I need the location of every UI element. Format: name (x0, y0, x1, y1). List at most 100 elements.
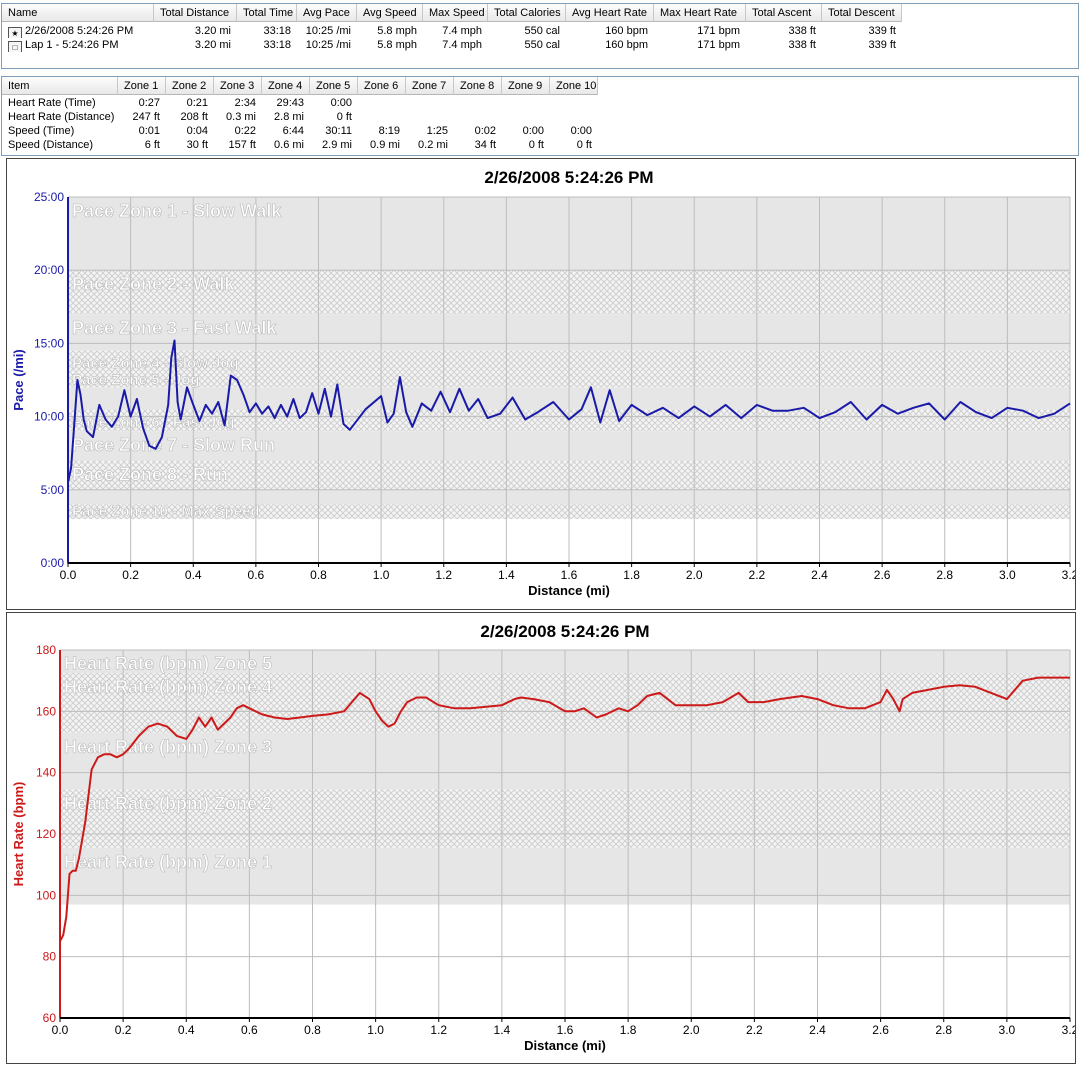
zones-cell-text: 0:00 (570, 125, 592, 137)
summary-col-header[interactable]: Total Ascent (746, 4, 822, 22)
x-tick-label: 1.8 (620, 1023, 637, 1037)
zones-col-header[interactable]: Zone 10 (550, 77, 598, 95)
summary-col-header[interactable]: Avg Heart Rate (566, 4, 654, 22)
zone-label: Heart Rate (bpm) Zone 4 (64, 677, 272, 697)
zones-col-header[interactable]: Zone 3 (214, 77, 262, 95)
zone-label: Pace Zone 7 - Slow Run (72, 435, 275, 455)
zones-row[interactable]: Heart Rate (Distance) 247 ft 208 ft 0.3 mi 2… (2, 110, 1078, 124)
y-tick-label: 0:00 (41, 556, 65, 570)
summary-cell: 550 cal (488, 38, 566, 52)
y-tick-label: 180 (36, 643, 56, 657)
y-tick-label: 20:00 (34, 263, 64, 277)
heart-rate-chart: 2/26/2008 5:24:26 PM 0.0 0.2 0.4 0.6 0.8 1.0 1.… (6, 612, 1076, 1064)
summary-cell: ★ 2/26/2008 5:24:26 PM (2, 24, 154, 38)
zones-cell: 0.9 mi (358, 138, 406, 152)
summary-cell-text: 338 ft (788, 25, 816, 37)
summary-cell-text: Lap 1 - 5:24:26 PM (25, 39, 119, 51)
x-tick-label: 2.4 (809, 1023, 826, 1037)
summary-cell: 3.20 mi (154, 38, 237, 52)
x-tick-label: 2.4 (811, 568, 828, 582)
summary-col-header[interactable]: Total Distance (154, 4, 237, 22)
zones-grid: Item Zone 1 Zone 2 Zone 3 Zone 4 Zone 5 Zone 6… (1, 76, 1079, 156)
zones-cell: 0 ft (550, 138, 598, 152)
y-tick-label: 120 (36, 827, 56, 841)
zone-label: Heart Rate (bpm) Zone 1 (64, 852, 272, 872)
x-tick-label: 3.0 (999, 568, 1016, 582)
summary-row[interactable]: □ Lap 1 - 5:24:26 PM 3.20 mi 33:18 10:25 /mi… (2, 38, 1078, 52)
summary-col-header[interactable]: Total Calories (488, 4, 566, 22)
zones-cell (502, 110, 550, 124)
zones-col-header[interactable]: Zone 6 (358, 77, 406, 95)
zones-col-header[interactable]: Zone 2 (166, 77, 214, 95)
zones-col-header[interactable]: Item (2, 77, 118, 95)
zones-cell: 0 ft (310, 110, 358, 124)
summary-cell: 171 bpm (654, 38, 746, 52)
summary-col-header[interactable]: Max Heart Rate (654, 4, 746, 22)
summary-cell-text: 10:25 /mi (305, 25, 351, 37)
zones-cell (406, 110, 454, 124)
summary-cell-text: 338 ft (788, 39, 816, 51)
zones-col-header[interactable]: Zone 7 (406, 77, 454, 95)
zones-col-header[interactable]: Zone 4 (262, 77, 310, 95)
zones-row[interactable]: Heart Rate (Time) 0:27 0:21 2:34 29:43 0:00 (2, 96, 1078, 110)
summary-cell-text: 171 bpm (697, 39, 740, 51)
zones-cell-text: 157 ft (228, 139, 256, 151)
zone-label: Heart Rate (bpm) Zone 3 (64, 737, 272, 757)
zones-cell-text: 0:21 (186, 97, 208, 109)
zones-cell-text: 0:27 (138, 97, 160, 109)
zones-cell: 30 ft (166, 138, 214, 152)
summary-cell: 160 bpm (566, 38, 654, 52)
zones-col-header[interactable]: Zone 8 (454, 77, 502, 95)
zones-cell: 34 ft (454, 138, 502, 152)
x-tick-label: 3.2 (1062, 1023, 1075, 1037)
summary-col-header[interactable]: Avg Speed (357, 4, 423, 22)
summary-cell: 33:18 (237, 24, 297, 38)
zones-col-header[interactable]: Zone 9 (502, 77, 550, 95)
summary-cell-text: 171 bpm (697, 25, 740, 37)
zones-row[interactable]: Speed (Time) 0:01 0:04 0:22 6:44 30:11 8:19 1:2… (2, 124, 1078, 138)
x-tick-label: 2.6 (874, 568, 891, 582)
zones-cell-text: 0 ft (576, 139, 592, 151)
y-tick-label: 80 (43, 950, 57, 964)
zones-cell: 157 ft (214, 138, 262, 152)
zones-col-header[interactable]: Zone 5 (310, 77, 358, 95)
summary-cell-text: 5.8 mph (377, 39, 417, 51)
x-tick-label: 0.4 (178, 1023, 195, 1037)
summary-cell-text: 33:18 (263, 39, 291, 51)
zones-cell (454, 110, 502, 124)
summary-cell-text: 3.20 mi (194, 25, 231, 37)
summary-row[interactable]: ★ 2/26/2008 5:24:26 PM 3.20 mi 33:18 10:25 /… (2, 24, 1078, 38)
summary-col-header[interactable]: Avg Pace (297, 4, 357, 22)
zones-cell: 0:22 (214, 124, 262, 138)
summary-cell-text: 33:18 (263, 25, 291, 37)
x-tick-label: 0.6 (248, 568, 265, 582)
zones-cell: 208 ft (166, 110, 214, 124)
summary-cell: 339 ft (822, 38, 902, 52)
series-line (67, 339, 1071, 483)
zone-label: Pace Zone 3 - Fast Walk (72, 318, 277, 338)
zones-col-header[interactable]: Zone 1 (118, 77, 166, 95)
summary-cell-text: 339 ft (868, 25, 896, 37)
zones-cell: 0:02 (454, 124, 502, 138)
y-tick-label: 140 (36, 766, 56, 780)
summary-cell-text: 3.20 mi (194, 39, 231, 51)
summary-cell-text: 160 bpm (605, 39, 648, 51)
summary-col-header[interactable]: Total Time (237, 4, 297, 22)
summary-col-header[interactable]: Max Speed (423, 4, 488, 22)
x-tick-label: 1.4 (498, 568, 515, 582)
y-tick-label: 60 (43, 1011, 57, 1025)
zones-cell-text: 0:02 (474, 125, 496, 137)
zones-cell: 6 ft (118, 138, 166, 152)
zone-label: Pace Zone 4 - Slow Jog (72, 355, 239, 372)
zones-cell-text: 0:22 (234, 125, 256, 137)
summary-cell: 5.8 mph (357, 24, 423, 38)
zones-cell (406, 96, 454, 110)
summary-col-header[interactable]: Total Descent (822, 4, 902, 22)
summary-col-header[interactable]: Name (2, 4, 154, 22)
x-tick-label: 0.0 (52, 1023, 69, 1037)
x-tick-label: 2.2 (746, 1023, 763, 1037)
zones-row[interactable]: Speed (Distance) 6 ft 30 ft 157 ft 0.6 mi 2.9… (2, 138, 1078, 152)
summary-cell: 3.20 mi (154, 24, 237, 38)
heart-rate-chart-svg: 2/26/2008 5:24:26 PM 0.0 0.2 0.4 0.6 0.8 1.0 1.… (11, 622, 1075, 1053)
zones-cell-text: 8:19 (378, 125, 400, 137)
